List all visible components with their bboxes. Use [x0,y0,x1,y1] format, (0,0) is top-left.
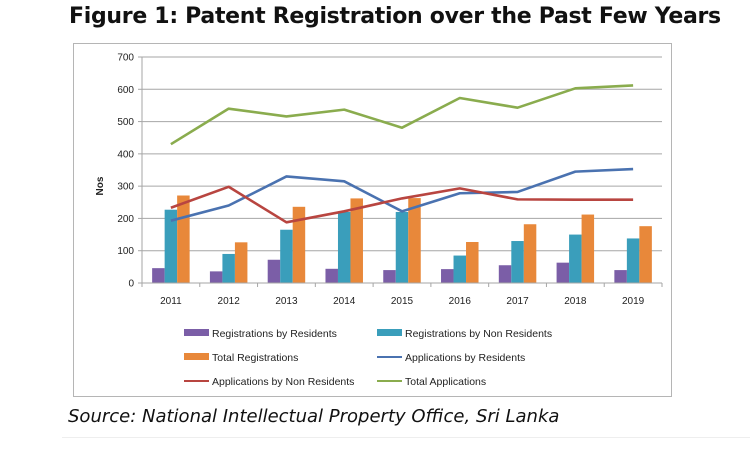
y-tick-label: 600 [117,85,134,96]
legend-item: Registrations by Non Residents [377,328,552,340]
bar-registrations-by-non-residents [395,211,409,283]
bar-total-registrations [177,195,190,283]
bar-total-registrations [292,206,306,283]
bar-registrations-by-residents [209,271,223,283]
legend-label: Applications by Non Residents [212,376,354,388]
x-tick-label: 2013 [275,296,298,307]
legend-label: Applications by Residents [405,352,525,364]
lines [170,84,634,224]
legend-swatch [377,329,402,336]
legend-item: Total Applications [377,376,486,388]
x-tick-label: 2016 [449,296,472,307]
x-tick-label: 2015 [391,296,414,307]
bar-registrations-by-non-residents [337,211,351,283]
line-applications-by-non-residents [170,185,634,224]
bar-registrations-by-non-residents [280,229,293,283]
bar-registrations-by-residents [383,270,396,283]
divider [62,437,750,438]
legend-label: Registrations by Non Residents [405,328,552,340]
bar-total-registrations [234,242,248,283]
x-tick-label: 2011 [160,296,182,307]
bar-total-registrations [466,241,479,283]
legend: Registrations by Residents Registrations … [184,328,552,388]
bar-registrations-by-residents [441,269,454,283]
bar-registrations-by-residents [325,268,338,283]
bar-total-registrations [523,224,537,283]
bar-total-registrations [408,198,421,283]
bar-registrations-by-non-residents [453,255,467,283]
source-caption: Source: National Intellectual Property O… [68,406,560,427]
bar-total-registrations [350,198,363,283]
legend-swatch [184,353,209,360]
bars [152,195,652,283]
bar-registrations-by-residents [267,259,281,283]
legend-item: Total Registrations [184,352,298,364]
y-tick-label: 100 [117,246,134,257]
x-tick-label: 2019 [622,296,645,307]
x-tick-label: 2017 [506,296,529,307]
bar-registrations-by-residents [498,265,512,283]
legend-item: Applications by Residents [377,352,525,364]
legend-item: Registrations by Residents [184,328,337,340]
bar-registrations-by-non-residents [222,253,235,283]
bar-registrations-by-residents [614,270,627,283]
bar-registrations-by-non-residents [164,209,178,283]
bar-total-registrations [639,226,652,283]
y-tick-label: 400 [117,149,134,160]
x-tick-label: 2018 [564,296,587,307]
axes [141,57,662,284]
legend-label: Total Registrations [212,352,298,364]
x-tick-label: 2014 [333,296,356,307]
chart-container: 0 100 200 300 400 500 600 700 Nos 2011 2012 2013 2… [73,43,672,397]
y-tick-label: 500 [117,117,134,128]
legend-label: Registrations by Residents [212,328,337,340]
legend-item: Applications by Non Residents [184,376,354,388]
line-total-applications [170,84,634,146]
bar-registrations-by-residents [152,268,165,283]
y-axis-title: Nos [95,176,106,195]
bar-registrations-by-non-residents [626,238,640,283]
y-tick-label: 300 [117,182,134,193]
bar-registrations-by-residents [556,262,570,283]
bar-registrations-by-non-residents [569,234,582,283]
bar-total-registrations [581,214,595,283]
legend-label: Total Applications [405,376,486,388]
x-axis-ticks: 2011 2012 2013 2014 2015 2016 2017 2018 2019 [141,283,663,307]
y-tick-label: 700 [117,53,134,64]
bar-registrations-by-non-residents [511,241,524,283]
line-applications-by-residents [170,167,634,222]
y-tick-label: 200 [117,214,134,225]
y-axis-ticks: 0 100 200 300 400 500 600 700 [117,53,142,290]
legend-swatch [184,329,209,336]
figure-title: Figure 1: Patent Registration over the P… [69,4,721,29]
x-tick-label: 2012 [218,296,241,307]
y-tick-label: 0 [128,279,134,290]
